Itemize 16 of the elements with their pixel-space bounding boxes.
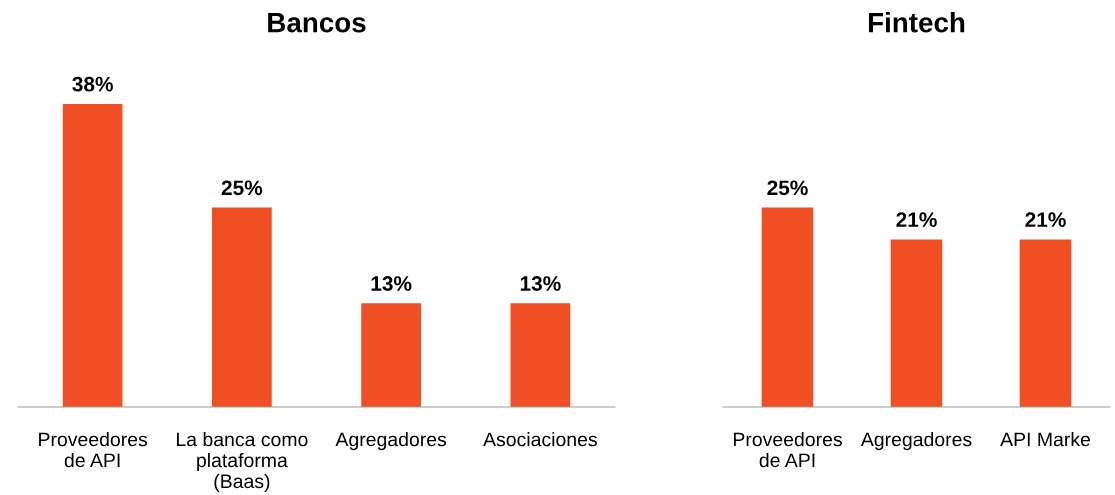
chart-title: Bancos	[268, 13, 366, 33]
data-label: 21%	[1025, 212, 1066, 228]
x-tick-label: Proveedores de API	[39, 432, 148, 468]
chart-title: Fintech	[868, 12, 965, 33]
data-label: 38%	[72, 76, 113, 92]
data-label: 21%	[896, 212, 937, 228]
data-label: 25%	[767, 180, 808, 196]
data-label: 25%	[221, 180, 263, 196]
x-tick-label: API Marke	[1000, 432, 1091, 447]
x-tick-label: Asociaciones	[483, 432, 597, 447]
data-label: 13%	[520, 276, 561, 291]
x-tick-label: La banca como plataforma (Baas)	[177, 432, 308, 492]
x-tick-label: Proveedores de API	[733, 432, 842, 468]
data-label: 13%	[371, 276, 412, 291]
x-tick-label: Agregadores	[335, 432, 447, 451]
x-tick-label: Agregadores	[860, 432, 972, 451]
